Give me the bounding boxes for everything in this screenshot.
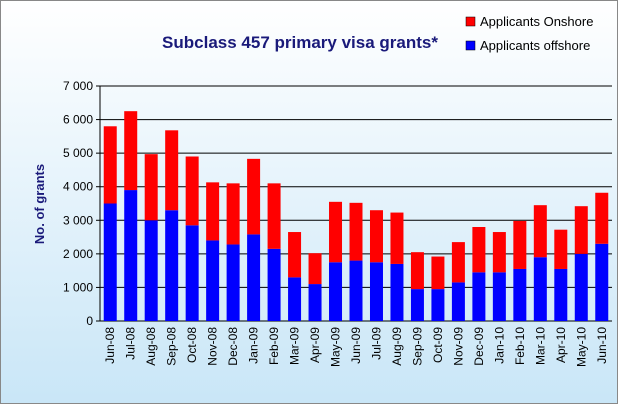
bar-segment [185, 156, 199, 226]
bar-segment [390, 263, 404, 321]
bar-segment [226, 183, 240, 245]
bar-segment [144, 220, 158, 321]
x-tick-label: May-10 [574, 327, 588, 367]
x-tick-label: Apr-10 [554, 327, 568, 363]
x-tick-label: Sep-08 [165, 327, 179, 366]
bar-segment [247, 158, 261, 235]
legend-label: Applicants offshore [480, 38, 590, 53]
bar-segment [451, 242, 465, 283]
bar-segment [226, 244, 240, 321]
legend-swatch [465, 16, 476, 27]
bar-segment [329, 201, 343, 263]
bar-segment [124, 111, 138, 191]
bar-segment [206, 182, 220, 241]
bar-segment [554, 268, 568, 321]
y-tick-label: 7 000 [63, 79, 93, 93]
bar-segment [533, 205, 547, 258]
x-tick-label: Dec-09 [472, 327, 486, 366]
x-tick-label: Oct-08 [185, 327, 199, 363]
bar-segment [369, 210, 383, 263]
bar-segment [329, 262, 343, 321]
bar-segment [472, 272, 486, 321]
bar-segment [247, 234, 261, 321]
x-tick-label: Aug-09 [390, 327, 404, 366]
y-tick-label: 1 000 [63, 280, 93, 294]
bar-segment [288, 232, 302, 278]
x-tick-label: Aug-08 [144, 327, 158, 366]
bar-segment [513, 268, 527, 321]
x-tick-label: Nov-08 [206, 327, 220, 366]
bar-segment [308, 284, 322, 321]
bar-segment [103, 126, 117, 204]
bar-segment [349, 202, 363, 261]
bar-segment [595, 243, 609, 321]
x-tick-label: Jun-08 [103, 327, 117, 364]
bar-segment [308, 253, 322, 285]
y-tick-label: 0 [86, 314, 93, 328]
y-tick-label: 4 000 [63, 180, 93, 194]
bar-segment [288, 277, 302, 321]
y-axis-label: No. of grants [32, 164, 47, 244]
bar-segment [206, 240, 220, 321]
bar-segment [165, 130, 179, 211]
x-tick-label: Jun-10 [595, 327, 609, 364]
bar-segment [595, 192, 609, 244]
bar-segment [410, 252, 424, 290]
bar-segment [472, 227, 486, 273]
x-tick-label: Jun-09 [349, 327, 363, 364]
legend-swatch [465, 40, 476, 51]
bar-segment [369, 262, 383, 321]
y-tick-label: 3 000 [63, 213, 93, 227]
bar-segment [533, 257, 547, 321]
bar-segment [431, 289, 445, 321]
x-tick-label: Jul-09 [369, 327, 383, 360]
chart-title: Subclass 457 primary visa grants* [162, 33, 438, 52]
x-tick-label: Jan-10 [492, 327, 506, 364]
bar-segment [554, 229, 568, 269]
bar-segment [410, 289, 424, 321]
bar-segment [451, 282, 465, 321]
bar-segment [390, 212, 404, 264]
bar-segment [124, 190, 138, 321]
bar-segment [492, 272, 506, 321]
x-tick-label: Feb-10 [513, 327, 527, 365]
bar-segment [185, 225, 199, 321]
y-tick-label: 6 000 [63, 113, 93, 127]
y-tick-label: 5 000 [63, 146, 93, 160]
bar-segment [103, 203, 117, 321]
x-tick-label: May-09 [329, 327, 343, 367]
bar-segment [431, 256, 445, 290]
bar-segment [513, 220, 527, 269]
x-tick-label: Apr-09 [308, 327, 322, 363]
x-tick-label: Mar-10 [533, 327, 547, 365]
x-tick-label: Mar-09 [288, 327, 302, 365]
x-tick-label: Feb-09 [267, 327, 281, 365]
bar-segment [144, 154, 158, 221]
bar-segment [349, 260, 363, 321]
x-tick-label: Jan-09 [247, 327, 261, 364]
x-tick-label: Oct-09 [431, 327, 445, 363]
bar-segment [574, 206, 588, 254]
x-tick-label: Dec-08 [226, 327, 240, 366]
x-tick-label: Sep-09 [410, 327, 424, 366]
x-tick-label: Jul-08 [124, 327, 138, 360]
bar-segment [574, 253, 588, 321]
bar-segment [165, 210, 179, 321]
x-tick-label: Nov-09 [451, 327, 465, 366]
bar-segment [267, 183, 281, 249]
legend-label: Applicants Onshore [480, 14, 593, 29]
bar-segment [267, 248, 281, 321]
y-tick-label: 2 000 [63, 247, 93, 261]
bar-segment [492, 232, 506, 273]
